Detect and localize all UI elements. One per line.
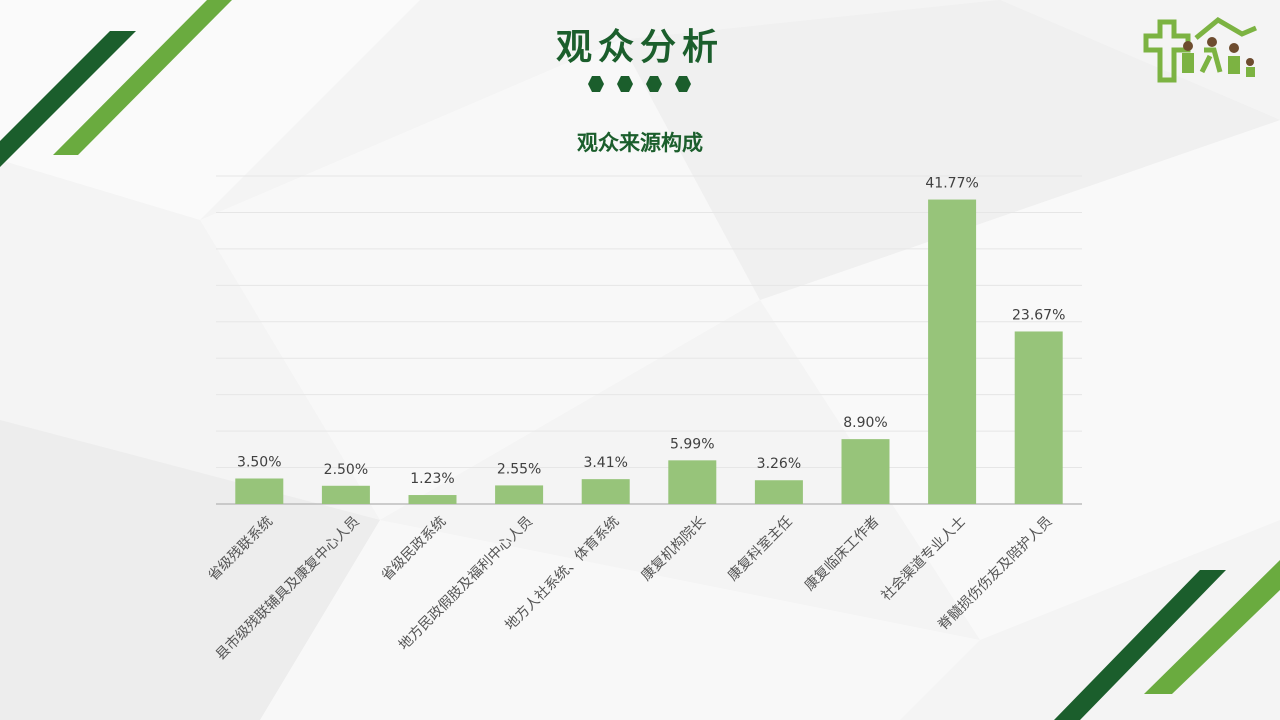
category-label-7: 康复临床工作者 — [801, 513, 882, 594]
rehab-logo-icon — [1143, 16, 1257, 83]
data-label-4: 3.41% — [583, 455, 627, 471]
category-label-1: 县市级残联辅具及康复中心人员 — [212, 513, 363, 664]
bar-9 — [1014, 331, 1063, 504]
bar-5 — [668, 460, 717, 504]
data-label-1: 2.50% — [324, 462, 368, 478]
data-label-5: 5.99% — [670, 436, 714, 452]
hexagon-dot-icon — [588, 76, 604, 92]
bar-7 — [841, 439, 890, 504]
bar-1 — [321, 485, 370, 504]
category-label-0: 省级残联系统 — [205, 514, 276, 585]
category-label-5: 康复机构院长 — [638, 513, 709, 584]
hexagon-dot-icon — [617, 76, 633, 92]
slide-title: 观众分析 — [555, 27, 724, 68]
category-label-8: 社会渠道专业人士 — [878, 514, 969, 605]
title-dots — [588, 76, 691, 92]
bar-2 — [408, 495, 457, 504]
bar-0 — [235, 478, 284, 504]
data-label-9: 23.67% — [1012, 307, 1065, 323]
data-label-6: 3.26% — [757, 456, 801, 472]
data-label-3: 2.55% — [497, 461, 541, 477]
data-label-2: 1.23% — [410, 471, 454, 487]
hexagon-dot-icon — [675, 76, 691, 92]
data-label-0: 3.50% — [237, 454, 281, 470]
chart-title: 观众来源构成 — [577, 131, 703, 155]
data-label-7: 8.90% — [843, 415, 887, 431]
bar-8 — [928, 199, 977, 505]
bar-4 — [581, 479, 630, 504]
bar-6 — [754, 480, 803, 504]
category-label-6: 康复科室主任 — [724, 513, 795, 584]
data-label-8: 41.77% — [925, 176, 978, 192]
category-label-2: 省级民政系统 — [379, 514, 450, 585]
hexagon-dot-icon — [646, 76, 662, 92]
bar-3 — [495, 485, 544, 504]
